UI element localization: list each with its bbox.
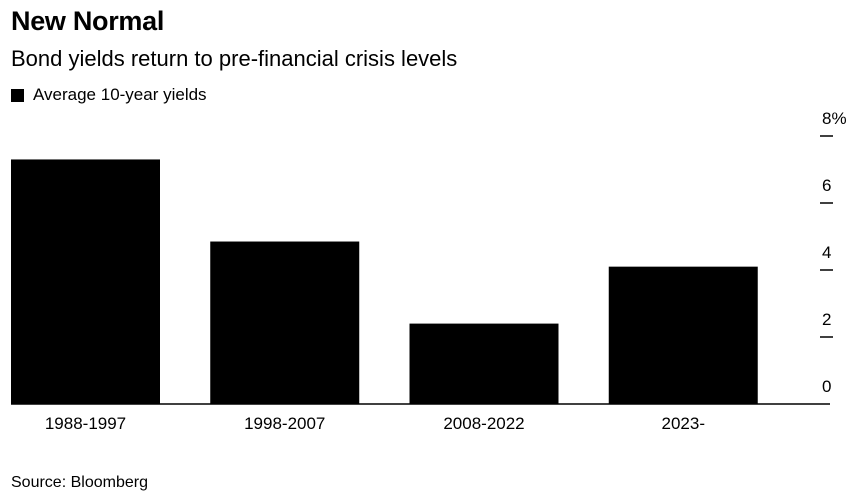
bar-2023- — [608, 266, 758, 404]
y-tick-label: 8% — [822, 109, 847, 128]
bar-2008-2022 — [409, 323, 559, 404]
legend-swatch — [11, 88, 24, 102]
y-tick-label: 0 — [822, 377, 831, 396]
x-tick-label: 1988-1997 — [45, 414, 126, 433]
y-tick-label: 4 — [822, 243, 831, 262]
chart-subtitle: Bond yields return to pre-financial cris… — [11, 46, 458, 71]
legend-label: Average 10-year yields — [33, 85, 207, 104]
y-tick-label: 6 — [822, 176, 831, 195]
chart-title: New Normal — [11, 6, 165, 36]
x-tick-label: 2008-2022 — [443, 414, 524, 433]
x-tick-label: 2023- — [662, 414, 705, 433]
legend: Average 10-year yields — [11, 85, 207, 105]
bar-1998-2007 — [210, 241, 360, 404]
bar-1988-1997 — [11, 159, 160, 404]
y-tick-label: 2 — [822, 310, 831, 329]
source-note: Source: Bloomberg — [11, 474, 148, 491]
x-tick-label: 1998-2007 — [244, 414, 325, 433]
